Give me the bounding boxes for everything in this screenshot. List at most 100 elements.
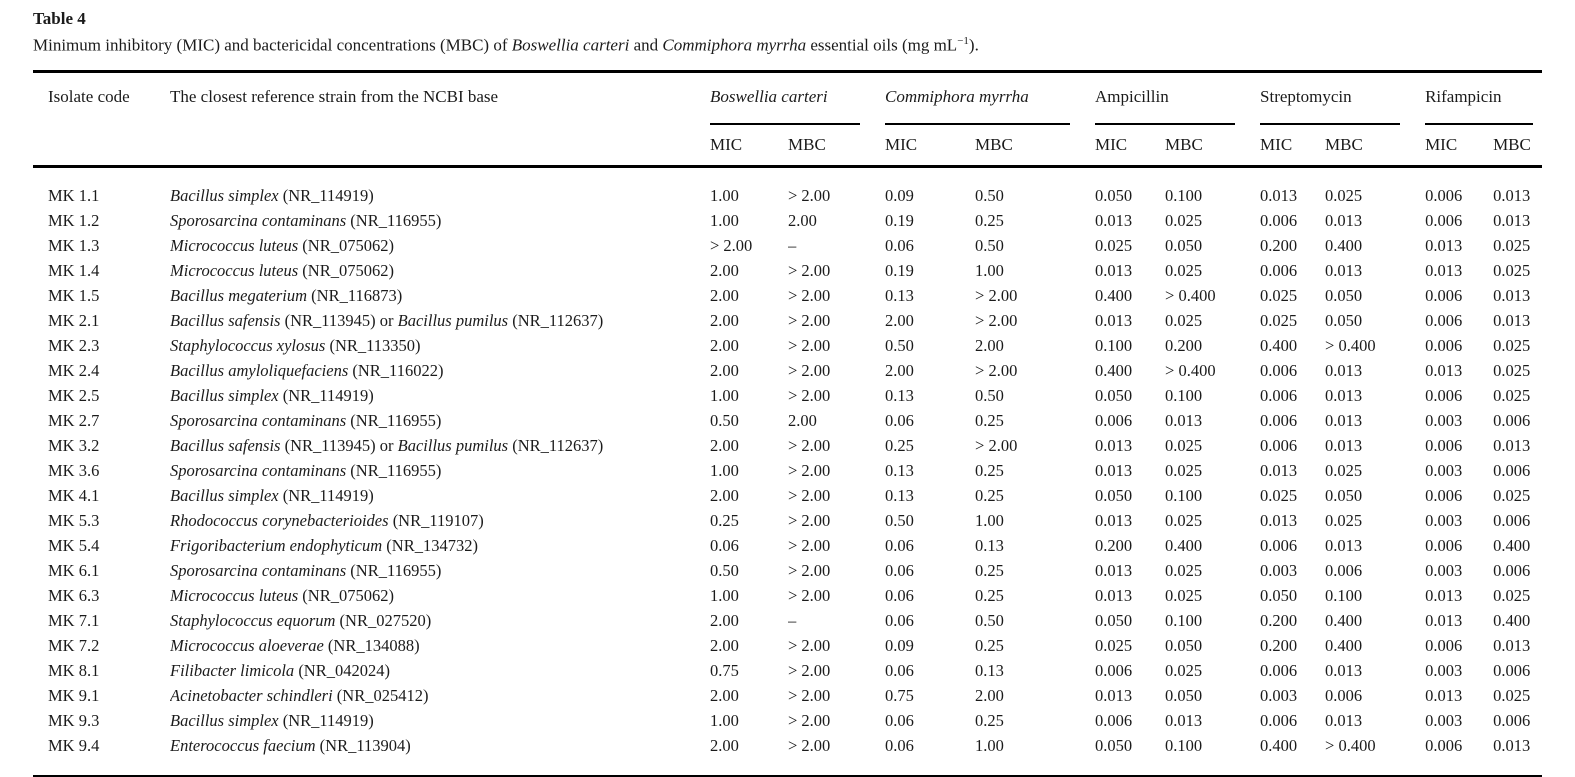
value-cell: 0.006 — [1260, 660, 1298, 680]
value-cell: 0.200 — [1260, 610, 1298, 630]
value-cell: 0.13 — [885, 285, 914, 305]
value-cell: 2.00 — [885, 360, 914, 380]
value-cell: 0.200 — [1260, 235, 1298, 255]
value-cell: 0.025 — [1325, 460, 1363, 480]
isolate-code-cell: MK 4.1 — [48, 485, 100, 505]
value-cell: > 2.00 — [788, 310, 831, 330]
value-cell: 0.013 — [1095, 685, 1133, 705]
value-cell: 0.200 — [1165, 335, 1203, 355]
value-cell: > 2.00 — [788, 185, 831, 205]
table-row: MK 1.2 Sporosarcina contaminans (NR_11695… — [33, 208, 1542, 233]
strain-cell: Enterococcus faecium (NR_113904) — [170, 733, 710, 777]
value-cell: 2.00 — [788, 410, 817, 430]
strain-cell: Micrococcus luteus (NR_075062) — [170, 233, 710, 258]
value-cell: 0.050 — [1325, 485, 1363, 505]
strain-accession: (NR_116022) — [348, 360, 444, 380]
isolate-code-cell: MK 2.4 — [48, 360, 100, 380]
value-cell: > 2.00 — [788, 335, 831, 355]
value-cell: 2.00 — [710, 685, 739, 705]
column-group-boswellia-carteri: Boswellia carteri — [710, 71, 885, 126]
value-cell: 0.400 — [1260, 735, 1298, 755]
strain-cell: Bacillus simplex (NR_114919) — [170, 383, 710, 408]
subheader-mbc: MBC — [1325, 125, 1426, 168]
value-cell: > 2.00 — [975, 285, 1018, 305]
isolate-code-cell: MK 1.4 — [48, 260, 100, 280]
value-cell: 0.003 — [1260, 685, 1298, 705]
value-cell: 0.50 — [975, 385, 1004, 405]
value-cell: 0.25 — [975, 710, 1004, 730]
column-group-label: Ampicillin — [1095, 86, 1169, 106]
strain-cell: Frigoribacterium endophyticum (NR_134732… — [170, 533, 710, 558]
value-cell: 0.025 — [1325, 510, 1363, 530]
value-cell: 1.00 — [710, 210, 739, 230]
table-row: MK 4.1 Bacillus simplex (NR_114919) 2.00 > … — [33, 483, 1542, 508]
value-cell: 0.050 — [1095, 485, 1133, 505]
table-row: MK 5.3 Rhodococcus corynebacterioides (NR… — [33, 508, 1542, 533]
strain-name: Sporosarcina contaminans — [170, 560, 347, 580]
value-cell: 0.050 — [1325, 310, 1363, 330]
value-cell: 0.13 — [975, 535, 1004, 555]
column-group-underline — [710, 123, 861, 126]
isolate-code-cell: MK 2.5 — [48, 385, 100, 405]
value-cell: 0.200 — [1260, 635, 1298, 655]
column-group-label: Streptomycin — [1260, 86, 1352, 106]
strain-cell: Bacillus simplex (NR_114919) — [170, 166, 710, 208]
value-cell: 0.050 — [1095, 610, 1133, 630]
value-cell: 0.400 — [1165, 535, 1203, 555]
value-cell: 0.025 — [1493, 360, 1531, 380]
isolate-code-cell: MK 7.2 — [48, 635, 100, 655]
subheader-mbc: MBC — [1493, 125, 1543, 168]
value-cell: 0.025 — [1095, 235, 1133, 255]
isolate-code-cell: MK 6.1 — [48, 560, 100, 580]
value-cell: > 2.00 — [788, 685, 831, 705]
isolate-code-cell: MK 3.2 — [48, 435, 100, 455]
value-cell: 0.013 — [1095, 210, 1133, 230]
value-cell: 0.006 — [1260, 435, 1298, 455]
value-cell: 0.013 — [1425, 360, 1463, 380]
value-cell: 0.025 — [1493, 485, 1531, 505]
value-cell: 0.006 — [1425, 735, 1463, 755]
table-row: MK 9.3 Bacillus simplex (NR_114919) 1.00 > … — [33, 708, 1542, 733]
value-cell: 1.00 — [975, 510, 1004, 530]
value-cell: 2.00 — [710, 635, 739, 655]
strain-cell: Staphylococcus xylosus (NR_113350) — [170, 333, 710, 358]
column-group-underline — [1095, 123, 1236, 126]
strain-accession: (NR_113945) or — [280, 310, 398, 330]
value-cell: 0.013 — [1095, 460, 1133, 480]
subheader-mbc: MBC — [788, 125, 886, 168]
value-cell: 0.06 — [885, 660, 914, 680]
value-cell: 2.00 — [710, 485, 739, 505]
value-cell: 0.013 — [1260, 510, 1298, 530]
value-cell: 0.006 — [1260, 710, 1298, 730]
value-cell: 0.400 — [1325, 610, 1363, 630]
strain-cell: Sporosarcina contaminans (NR_116955) — [170, 408, 710, 433]
value-cell: > 2.00 — [788, 260, 831, 280]
value-cell: 0.013 — [1425, 685, 1463, 705]
value-cell: 0.100 — [1165, 185, 1203, 205]
value-cell: 0.100 — [1165, 385, 1203, 405]
isolate-code-cell: MK 3.6 — [48, 460, 100, 480]
value-cell: > 2.00 — [788, 460, 831, 480]
table-body: MK 1.1 Bacillus simplex (NR_114919) 1.00 > … — [33, 166, 1542, 776]
value-cell: 0.06 — [885, 610, 914, 630]
strain-cell: Micrococcus luteus (NR_075062) — [170, 258, 710, 283]
strain-cell: Bacillus safensis (NR_113945) or Bacillu… — [170, 308, 710, 333]
strain-name: Frigoribacterium endophyticum — [170, 535, 383, 555]
column-group-label: Commiphora myrrha — [885, 86, 1029, 106]
value-cell: 0.50 — [975, 235, 1004, 255]
strain-accession: (NR_114919) — [278, 485, 374, 505]
value-cell: 0.25 — [975, 635, 1004, 655]
table-row: MK 3.2 Bacillus safensis (NR_113945) or B… — [33, 433, 1542, 458]
subheader-mic: MIC — [710, 125, 788, 168]
value-cell: 0.06 — [885, 235, 914, 255]
value-cell: > 2.00 — [710, 235, 753, 255]
table-row: MK 1.1 Bacillus simplex (NR_114919) 1.00 > … — [33, 166, 1542, 208]
value-cell: 0.025 — [1260, 485, 1298, 505]
value-cell: 2.00 — [710, 285, 739, 305]
value-cell: 0.025 — [1165, 660, 1203, 680]
value-cell: 1.00 — [710, 460, 739, 480]
value-cell: > 2.00 — [788, 585, 831, 605]
caption-segment: Boswellia carteri — [511, 35, 630, 55]
isolate-code-cell: MK 5.4 — [48, 535, 100, 555]
value-cell: 0.006 — [1260, 360, 1298, 380]
